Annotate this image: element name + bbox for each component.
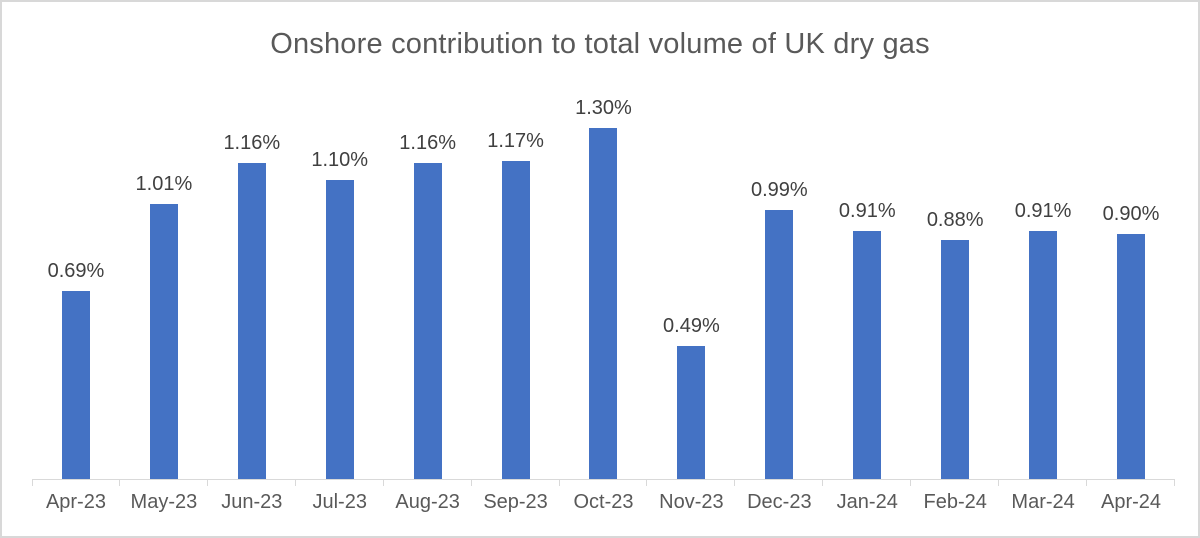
x-axis-label: Sep-23 xyxy=(483,491,548,513)
bar-value-label: 1.16% xyxy=(399,132,456,154)
bar-value-label: 1.30% xyxy=(575,97,632,119)
plot-area: 0.69% 1.01% 1.16% 1.10% 1.16% 1.17% 1.30% 0.49%… xyxy=(32,97,1175,486)
bar-category: 0.49% xyxy=(647,98,736,486)
bar-value-label: 0.90% xyxy=(1102,203,1160,225)
bar-category: 1.01% xyxy=(120,98,208,486)
x-axis-label: May-23 xyxy=(130,491,198,513)
bar xyxy=(501,161,530,479)
x-axis-label: Jun-23 xyxy=(221,491,283,513)
bar-value-label: 1.17% xyxy=(487,130,544,152)
chart-title: Onshore contribution to total volume of … xyxy=(270,28,930,60)
x-axis: Apr-23 May-23 Jun-23 Jul-23 Aug-23 Sep-23 Oct-… xyxy=(32,491,1175,513)
x-axis-label: Feb-24 xyxy=(923,491,987,513)
bar-category: 0.91% xyxy=(823,98,912,486)
x-axis-label: Dec-23 xyxy=(747,491,812,513)
bar-value-label: 1.10% xyxy=(311,149,369,171)
bar xyxy=(853,231,882,479)
bar-value-label: 0.99% xyxy=(750,179,808,201)
bar xyxy=(149,204,178,479)
bar xyxy=(61,291,90,479)
x-axis-label: Jul-23 xyxy=(312,491,367,513)
bar xyxy=(677,346,706,479)
bar-category: 1.30% xyxy=(560,97,648,486)
x-axis-label: Apr-23 xyxy=(45,491,106,513)
bar xyxy=(1029,231,1058,479)
bar-value-label: 0.88% xyxy=(926,209,984,231)
bar xyxy=(325,180,354,479)
bar-value-label: 0.91% xyxy=(1014,200,1072,222)
bar-value-label: 0.91% xyxy=(838,200,896,222)
bar xyxy=(413,163,442,479)
bar-category: 0.91% xyxy=(999,98,1087,486)
x-axis-label: Nov-23 xyxy=(659,491,724,513)
bar-value-label: 1.16% xyxy=(223,132,281,154)
bar xyxy=(589,128,618,479)
x-axis-label: Oct-23 xyxy=(573,491,634,513)
bar-value-label: 0.69% xyxy=(47,260,105,282)
x-axis-label: Aug-23 xyxy=(395,491,460,513)
bar-category: 1.10% xyxy=(296,98,384,486)
bar-value-label: 0.49% xyxy=(663,315,720,337)
x-axis-label: Jan-24 xyxy=(836,491,898,513)
bar-category: 1.16% xyxy=(208,98,296,486)
bar-value-label: 1.01% xyxy=(135,173,193,195)
x-axis-label: Apr-24 xyxy=(1101,491,1162,513)
bar-category: 1.16% xyxy=(384,98,472,486)
x-axis-label: Mar-24 xyxy=(1011,491,1075,513)
bar-category: 0.90% xyxy=(1087,98,1175,486)
bar xyxy=(1117,234,1146,479)
bar xyxy=(765,210,794,479)
bar xyxy=(237,163,266,479)
bar-category: 0.88% xyxy=(911,98,1000,486)
bar-category: 0.99% xyxy=(735,98,824,486)
bar xyxy=(941,240,970,479)
bar-category: 0.69% xyxy=(32,98,120,486)
bar-category: 1.17% xyxy=(472,98,560,486)
